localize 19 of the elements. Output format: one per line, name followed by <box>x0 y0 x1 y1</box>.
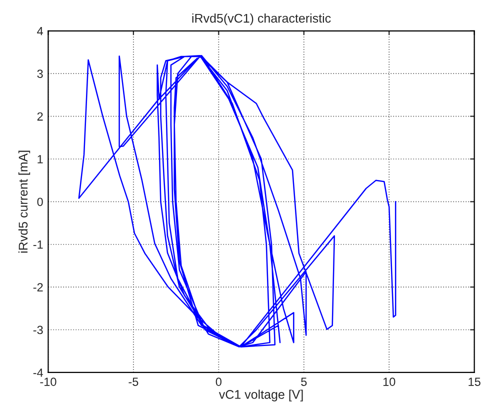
x-tick-label: -5 <box>128 378 138 386</box>
y-tick-label: -3 <box>33 326 43 334</box>
x-tick-label: 10 <box>383 378 396 386</box>
x-tick-label: 5 <box>301 378 307 386</box>
y-tick-label: 2 <box>37 112 43 121</box>
chart-title: iRvd5(vC1) characteristic <box>192 14 331 26</box>
y-tick-label: 1 <box>38 155 43 164</box>
x-tick-label: 15 <box>468 378 480 386</box>
y-tick-label: 3 <box>37 70 43 78</box>
x-tick-label: -10 <box>40 378 56 386</box>
y-tick-label: -4 <box>33 368 44 377</box>
y-tick-label: 4 <box>37 27 44 36</box>
line-series <box>78 55 396 348</box>
x-tick-label: 0 <box>216 378 222 386</box>
y-tick-label: -2 <box>33 283 43 292</box>
y-tick-label: -1 <box>33 240 43 249</box>
y-axis-title: iRvd5 current [mA] <box>18 150 30 253</box>
x-axis-title: vC1 voltage [V] <box>218 390 303 402</box>
y-tick-label: 0 <box>37 198 43 206</box>
